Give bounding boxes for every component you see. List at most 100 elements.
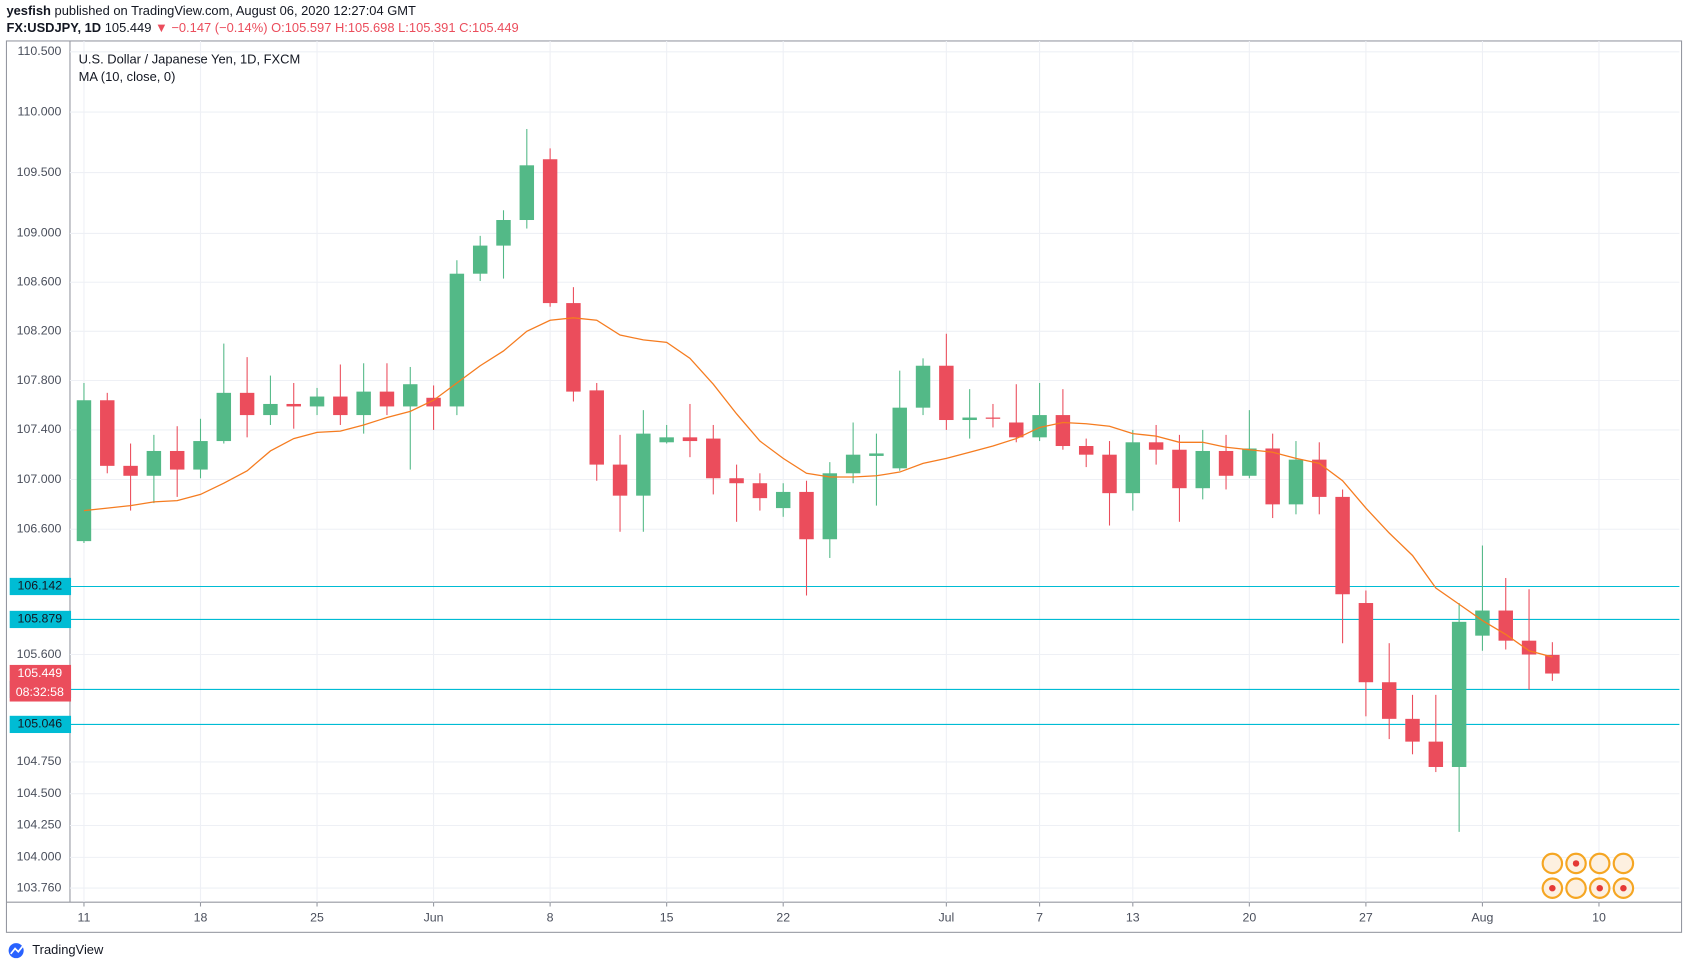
y-tick-label: 107.000	[17, 472, 62, 486]
level-label: 105.046	[17, 717, 62, 731]
y-tick-label: 104.750	[17, 754, 62, 768]
candle-body	[1055, 415, 1071, 447]
candle-body	[1148, 442, 1164, 450]
candle-body	[1195, 450, 1210, 489]
change: ▼ −0.147 (−0.14%)	[155, 21, 268, 36]
grid	[69, 40, 1680, 903]
candle-body	[799, 491, 814, 540]
candle-body	[426, 397, 441, 407]
y-tick-label: 110.500	[18, 44, 62, 58]
chart-title: U.S. Dollar / Japanese Yen, 1D, FXCM	[79, 52, 301, 67]
candle-body	[1498, 610, 1513, 641]
candle-body	[845, 454, 861, 474]
candle-body	[915, 365, 931, 408]
candle-body	[636, 433, 651, 496]
y-tick-label: 108.200	[17, 324, 62, 338]
y-tick-label: 108.600	[17, 275, 62, 289]
candle-body	[356, 391, 371, 416]
candle-body	[1358, 603, 1374, 683]
x-tick-label: Jul	[938, 911, 954, 925]
candle-body	[682, 437, 698, 442]
candle-body	[379, 391, 395, 407]
published: published on TradingView.com, August 06,…	[55, 3, 416, 18]
x-tick-label: 8	[547, 911, 554, 925]
x-tick-label: 13	[1126, 911, 1140, 925]
candle-body	[1451, 621, 1467, 767]
candle-body	[869, 453, 884, 456]
x-tick-label: 27	[1359, 911, 1373, 925]
candle-body	[1218, 450, 1234, 476]
frame	[5, 40, 1683, 933]
candle-body	[729, 478, 744, 484]
candle-body	[1312, 459, 1327, 497]
y-tick-label: 109.500	[17, 165, 62, 179]
candle-body	[775, 491, 791, 509]
candle-body	[706, 438, 721, 479]
ohlc-open: O:105.597	[271, 21, 331, 36]
y-tick-label: 107.400	[17, 422, 62, 436]
candle-body	[1265, 448, 1280, 505]
candle-body	[1172, 449, 1187, 489]
x-tick-label: 22	[776, 911, 790, 925]
x-tick-label: 20	[1242, 911, 1256, 925]
ma-line	[83, 317, 1553, 658]
candle-body	[659, 437, 674, 443]
last-price-label: 105.449	[17, 666, 62, 680]
brand-logo	[8, 943, 24, 959]
candle-body	[1545, 654, 1560, 674]
legend-entry: MA (10, close, 0)	[79, 69, 176, 84]
event-icons	[1541, 852, 1635, 899]
candle-body	[146, 450, 162, 476]
candle-body	[309, 396, 325, 407]
candle-body	[1335, 496, 1350, 595]
candle-body	[123, 465, 138, 476]
y-tick-label: 105.600	[17, 647, 62, 661]
level-label-box	[9, 577, 72, 596]
candle-body	[612, 464, 628, 496]
candle-body	[542, 159, 558, 304]
x-tick-label: Aug	[1471, 911, 1493, 925]
candle-body	[1475, 610, 1490, 636]
candle-body	[1381, 682, 1397, 719]
candle-body	[472, 245, 488, 274]
candle-body	[589, 390, 604, 465]
candle-body	[1009, 422, 1024, 438]
candle-body	[939, 365, 954, 421]
symbol: FX:USDJPY, 1D	[6, 21, 101, 36]
labels: 110.500 110.000 109.500 109.000 108.600 108.2…	[9, 44, 1606, 925]
last: 105.449	[105, 21, 152, 36]
y-tick-label: 106.600	[17, 522, 62, 536]
candle-body	[263, 403, 278, 416]
candle-body	[239, 392, 255, 416]
candle-body	[1242, 448, 1257, 476]
candle-body	[1102, 454, 1117, 494]
candle-body	[1032, 415, 1047, 438]
level-label-box	[9, 715, 72, 734]
candle-body	[76, 400, 92, 542]
x-tick-label: 15	[660, 911, 674, 925]
candle-body	[1288, 459, 1304, 505]
level-label: 105.879	[17, 612, 62, 626]
candle-body	[962, 417, 977, 421]
candle-body	[333, 396, 348, 416]
candle-body	[496, 220, 511, 246]
countdown-label: 08:32:58	[16, 685, 64, 699]
candle-body	[1405, 718, 1420, 742]
plot	[10, 128, 1680, 832]
candle-body	[892, 407, 907, 469]
candle-body	[752, 483, 768, 499]
candle-body	[1078, 446, 1094, 455]
candle-body	[286, 403, 301, 407]
y-tick-label: 104.000	[17, 850, 62, 864]
candle-body	[985, 417, 1001, 419]
x-tick-label: 10	[1592, 911, 1606, 925]
candle-body	[100, 400, 115, 466]
candle-body	[1125, 442, 1141, 494]
level-label-box	[9, 610, 72, 629]
ohlc-close: C:105.449	[459, 21, 519, 36]
candle-body	[519, 165, 535, 221]
candle-body	[449, 273, 465, 407]
symbol-line: FX:USDJPY, 1D 105.449 ▼ −0.147 (−0.14%) …	[6, 21, 518, 36]
